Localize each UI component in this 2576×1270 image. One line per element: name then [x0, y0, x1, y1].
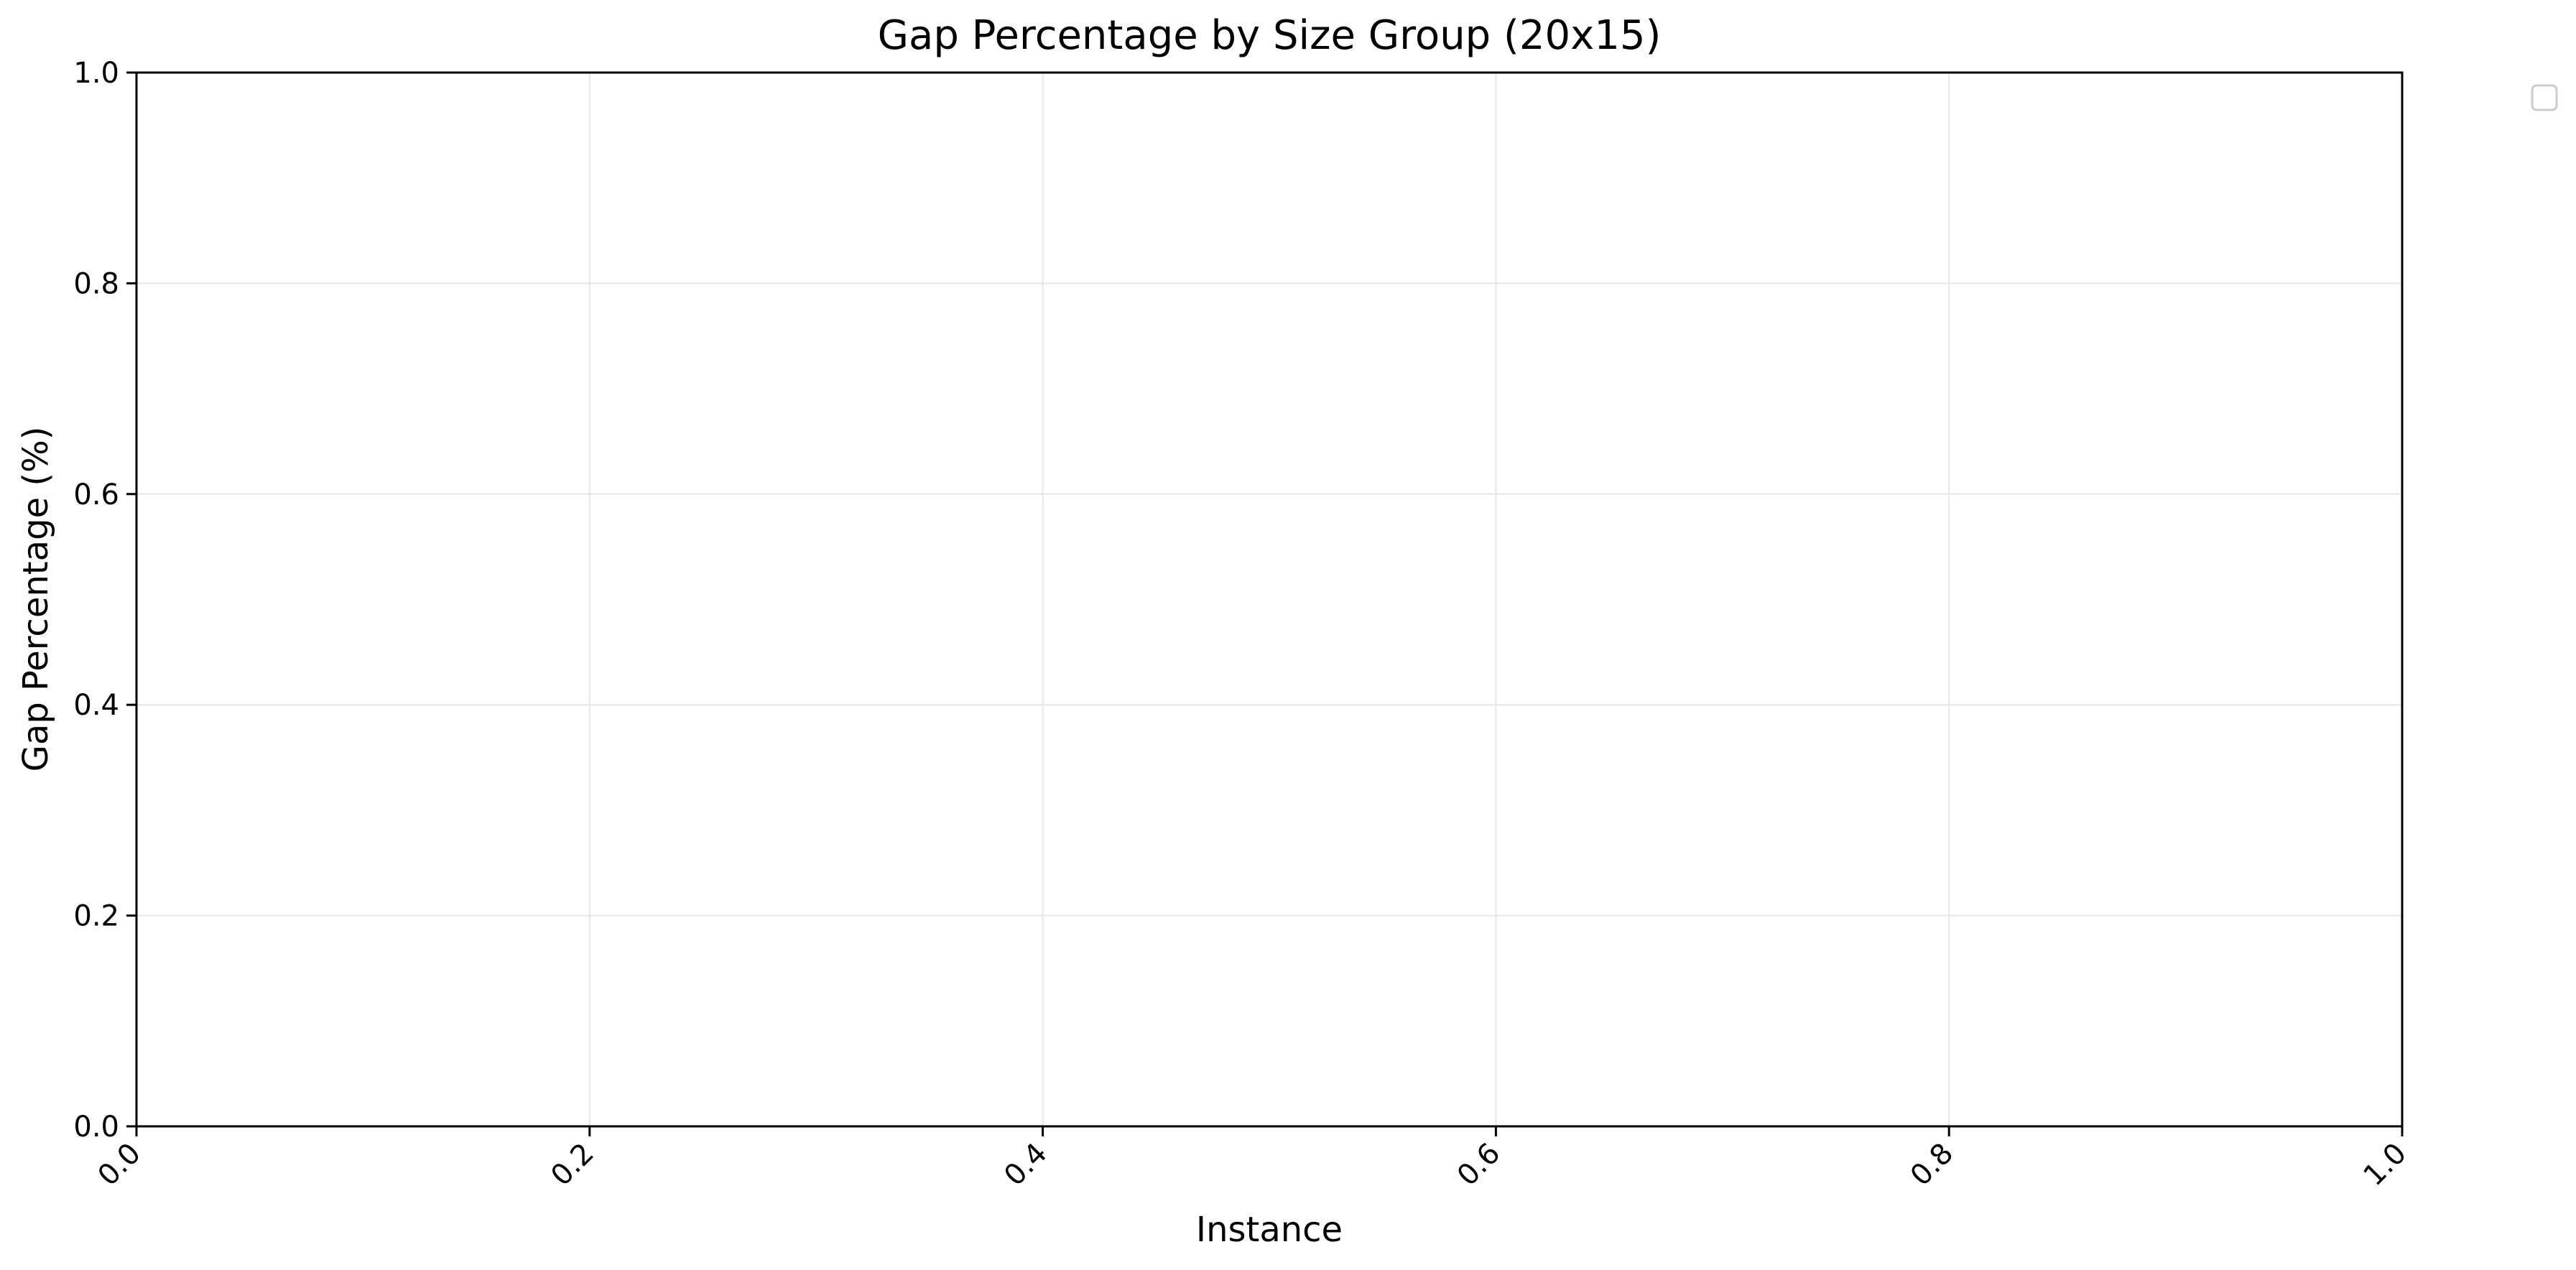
y-tick-label: 0.0 [73, 1111, 119, 1144]
y-axis-label: Gap Percentage (%) [16, 427, 56, 772]
y-tick-label: 1.0 [73, 57, 119, 90]
legend-box [2531, 84, 2558, 111]
y-tick-label: 0.8 [73, 267, 119, 300]
x-axis-label: Instance [1196, 1210, 1343, 1250]
y-tick-label: 0.4 [73, 689, 119, 722]
y-tick-label: 0.6 [73, 478, 119, 511]
chart-title: Gap Percentage by Size Group (20x15) [878, 12, 1662, 59]
plot-frame [135, 71, 2404, 1128]
y-tick-label: 0.2 [73, 900, 119, 933]
